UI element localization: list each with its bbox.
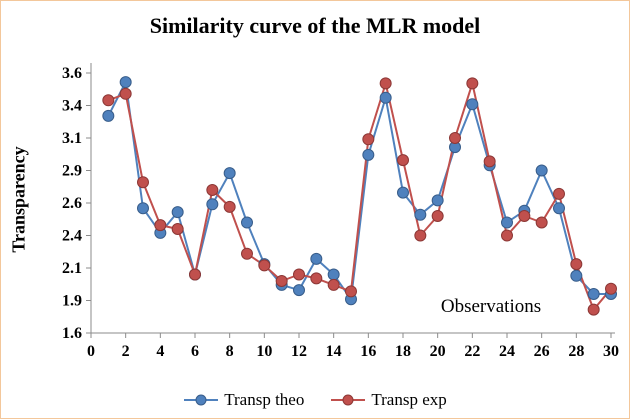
- svg-text:1.6: 1.6: [62, 325, 82, 342]
- svg-text:0: 0: [87, 343, 95, 360]
- svg-text:2: 2: [122, 343, 130, 360]
- legend: Transp theo Transp exp: [1, 390, 629, 410]
- legend-marker-exp-icon: [331, 394, 366, 406]
- legend-label-transp-exp: Transp exp: [371, 390, 447, 409]
- svg-text:12: 12: [291, 343, 307, 360]
- svg-text:2.9: 2.9: [62, 163, 82, 180]
- chart-title: Similarity curve of the MLR model: [149, 13, 481, 38]
- legend-label-transp-theo: Transp theo: [224, 390, 305, 409]
- x-axis-title: Observations: [440, 296, 542, 317]
- svg-text:8: 8: [226, 343, 234, 360]
- svg-text:30: 30: [603, 343, 619, 360]
- svg-text:4: 4: [156, 343, 164, 360]
- svg-text:14: 14: [326, 343, 342, 360]
- svg-text:3.4: 3.4: [62, 98, 82, 115]
- svg-text:2.6: 2.6: [62, 195, 82, 212]
- svg-text:3.1: 3.1: [62, 130, 82, 147]
- svg-text:26: 26: [534, 343, 550, 360]
- svg-text:3.6: 3.6: [62, 65, 82, 82]
- svg-text:18: 18: [395, 343, 411, 360]
- svg-text:16: 16: [360, 343, 376, 360]
- svg-text:2.1: 2.1: [62, 260, 82, 277]
- svg-text:6: 6: [191, 343, 199, 360]
- svg-text:28: 28: [568, 343, 584, 360]
- svg-text:10: 10: [256, 343, 272, 360]
- legend-marker-theo-icon: [184, 394, 219, 406]
- svg-text:24: 24: [499, 343, 515, 360]
- legend-item-transp-theo: Transp theo: [183, 390, 304, 410]
- legend-item-transp-exp: Transp exp: [330, 390, 447, 410]
- svg-text:20: 20: [430, 343, 446, 360]
- svg-text:1.9: 1.9: [62, 293, 82, 310]
- svg-text:2.4: 2.4: [62, 228, 82, 245]
- svg-text:22: 22: [464, 343, 480, 360]
